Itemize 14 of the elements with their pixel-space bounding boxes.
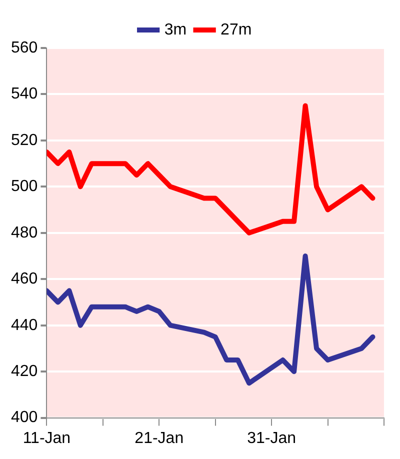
x-tick-label: 21-Jan <box>134 430 184 447</box>
y-tick-label: 520 <box>10 132 38 149</box>
y-tick-label: 420 <box>10 362 38 380</box>
legend-label: 27m <box>220 21 252 38</box>
x-tick-label: 11-Jan <box>22 430 71 447</box>
y-tick-label: 460 <box>10 270 38 288</box>
y-tick-label: 400 <box>10 409 38 426</box>
x-tick-label: 31-Jan <box>247 430 296 447</box>
y-tick-label: 500 <box>10 178 38 196</box>
y-tick-label: 440 <box>10 316 38 334</box>
y-tick-label: 540 <box>10 86 38 103</box>
y-tick-label: 480 <box>10 224 38 242</box>
legend-label: 3m <box>164 21 187 38</box>
y-tick-label: 560 <box>10 39 38 56</box>
